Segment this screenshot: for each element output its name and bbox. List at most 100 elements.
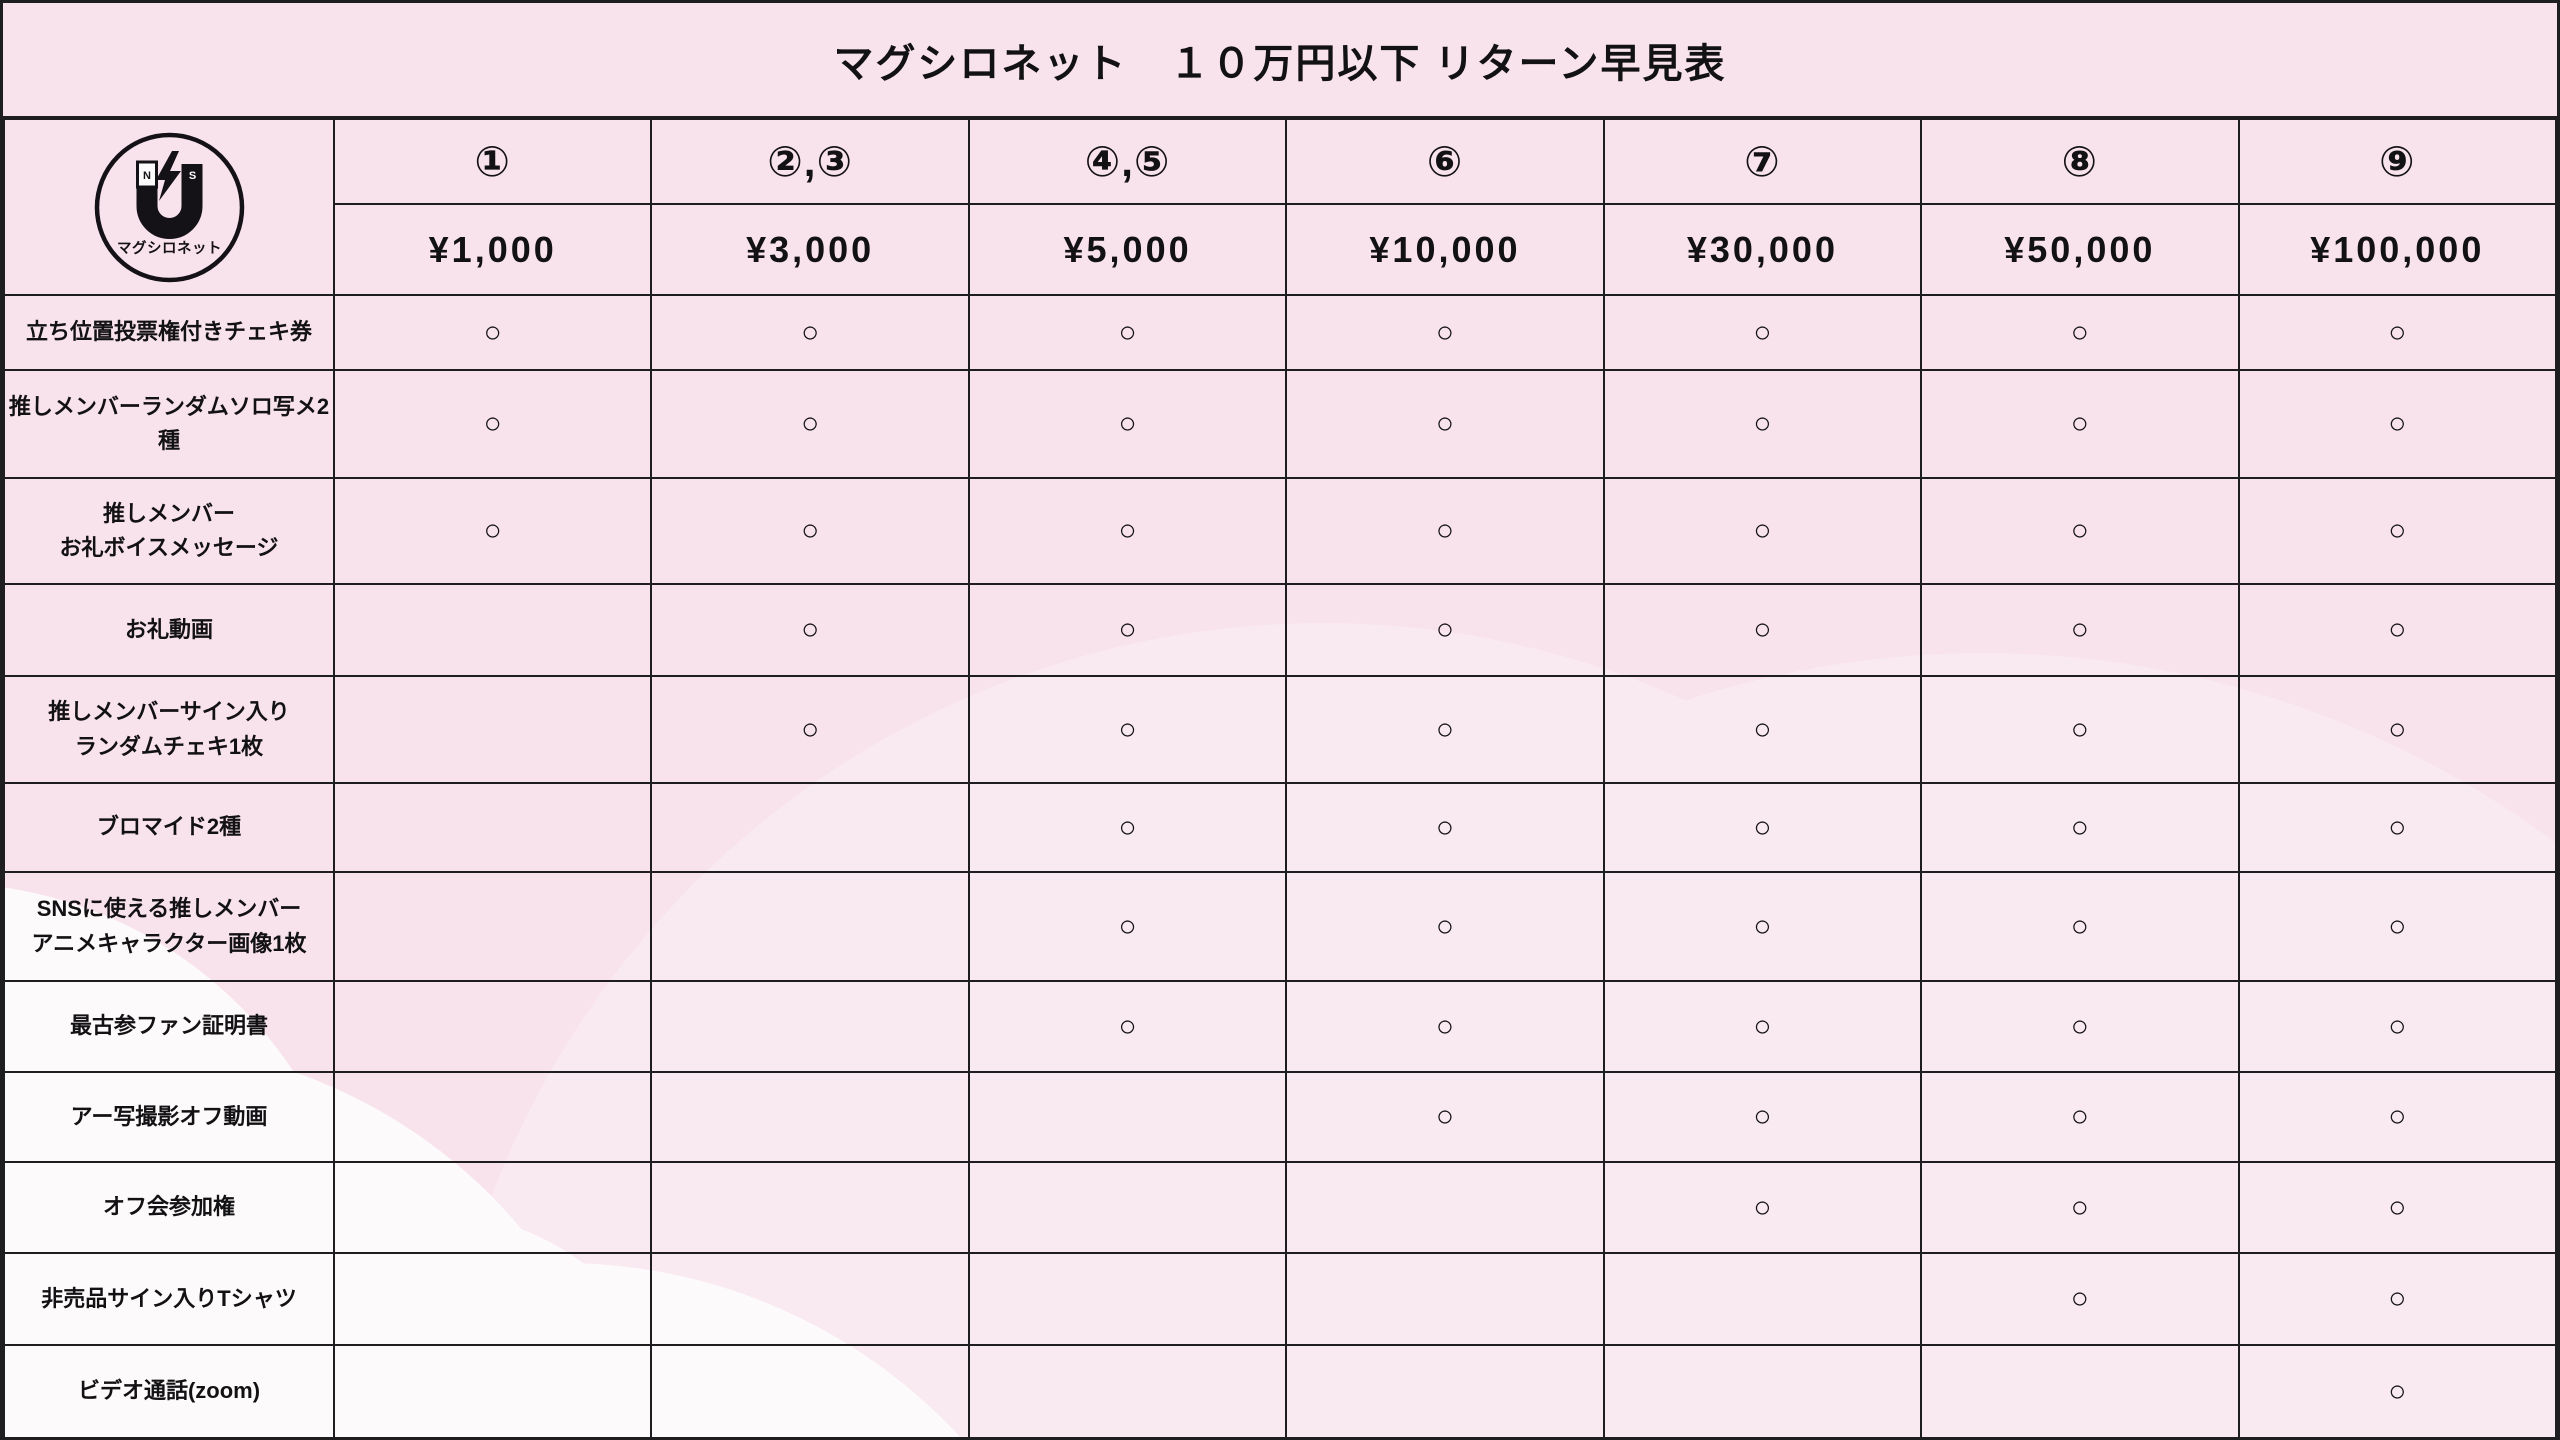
included-mark-cell: ○ (1285, 980, 1605, 1073)
included-mark-cell: ○ (1920, 675, 2240, 784)
empty-cell (967, 1252, 1288, 1346)
magnet-icon: N S マグシロネット (94, 132, 244, 282)
row-label-line: 種 (157, 428, 180, 453)
included-mark-cell: ○ (1920, 477, 2240, 585)
table-row: 最古参ファン証明書 ○ ○ ○ ○ ○ (3, 980, 2557, 1073)
included-mark-cell: ○ (650, 294, 970, 371)
row-label-line: お礼動画 (124, 616, 213, 642)
included-mark-cell: ○ (1920, 583, 2240, 677)
included-mark: ○ (1753, 1009, 1772, 1043)
included-mark: ○ (1118, 712, 1137, 746)
included-mark-cell: ○ (1602, 871, 1923, 982)
included-mark: ○ (801, 315, 820, 349)
included-mark: ○ (2388, 712, 2407, 746)
tier-number-cell: ⑨ (2237, 118, 2557, 205)
included-mark-cell: ○ (2237, 782, 2557, 873)
included-mark-cell: ○ (1602, 477, 1923, 585)
table-row: オフ会参加権 ○ ○ ○ (3, 1161, 2557, 1254)
included-mark-cell: ○ (1602, 1071, 1923, 1163)
included-mark-cell: ○ (332, 369, 653, 479)
included-mark-cell: ○ (967, 675, 1288, 784)
row-label-line: 立ち位置投票権付きチェキ券 (25, 319, 312, 345)
included-mark: ○ (2388, 315, 2407, 349)
included-mark: ○ (483, 407, 502, 440)
tier-number-cell: ① (332, 118, 653, 205)
empty-cell (650, 1071, 970, 1163)
row-label-cell: 最古参ファン証明書 (3, 980, 335, 1073)
included-mark-cell: ○ (650, 583, 970, 677)
table-area: N S マグシロネット ① ②,③ ④,⑤ ⑥ ⑦ ⑧ ⑨ ¥1,000 ¥3,000 ¥5,00… (3, 118, 2557, 1437)
empty-cell (650, 1344, 970, 1437)
included-mark-cell: ○ (1285, 369, 1605, 479)
row-label-cell: SNSに使える推しメンバー アニメキャラクター画像1枚 (3, 871, 335, 982)
row-label-cell: 推しメンバーサイン入り ランダムチェキ1枚 (3, 675, 335, 784)
included-mark: ○ (2070, 315, 2089, 349)
row-label-line: 推しメンバーランダムソロ写メ2 (8, 393, 330, 419)
included-mark-cell: ○ (2237, 675, 2557, 784)
row-label-line: 非売品サイン入りTシャツ (41, 1285, 297, 1311)
row-label-cell: アー写撮影オフ動画 (3, 1071, 335, 1163)
included-mark: ○ (2070, 712, 2089, 746)
included-mark: ○ (1435, 1009, 1455, 1043)
tier-number-cell: ⑧ (1920, 118, 2240, 205)
included-mark: ○ (801, 613, 820, 646)
empty-cell (332, 1252, 653, 1346)
included-mark: ○ (2070, 909, 2089, 943)
reward-table: N S マグシロネット ① ②,③ ④,⑤ ⑥ ⑦ ⑧ ⑨ ¥1,000 ¥3,000 ¥5,00… (3, 118, 2557, 1437)
empty-cell (650, 980, 970, 1073)
brand-logo: N S マグシロネット (6, 130, 332, 285)
page-title: マグシロネット １０万円以下 リターン早見表 (833, 41, 1727, 86)
included-mark-cell: ○ (2237, 1161, 2557, 1254)
row-label-cell: 推しメンバー お礼ボイスメッセージ (3, 477, 335, 585)
included-mark: ○ (1753, 1100, 1772, 1133)
included-mark: ○ (2388, 909, 2407, 943)
included-mark-cell: ○ (650, 675, 970, 784)
title-band: マグシロネット １０万円以下 リターン早見表 (3, 3, 2557, 118)
row-label-line: ブロマイド2種 (96, 814, 242, 840)
included-mark: ○ (1435, 407, 1455, 440)
row-label-line: アー写撮影オフ動画 (70, 1103, 268, 1129)
included-mark-cell: ○ (1602, 1161, 1923, 1254)
row-label-line: 推しメンバーサイン入り (48, 699, 290, 725)
included-mark: ○ (1435, 712, 1455, 746)
included-mark: ○ (2388, 514, 2407, 547)
tier-price-cell: ¥10,000 (1285, 203, 1605, 296)
table-row: 推しメンバーサイン入り ランダムチェキ1枚 ○ ○ ○ ○ ○ ○ (3, 675, 2557, 784)
included-mark: ○ (801, 514, 820, 547)
row-label-line: ビデオ通話(zoom) (77, 1378, 261, 1404)
included-mark: ○ (483, 315, 502, 349)
included-mark-cell: ○ (2237, 1071, 2557, 1163)
included-mark: ○ (1435, 613, 1455, 646)
tier-price-cell: ¥3,000 (650, 203, 970, 296)
tier-price-cell: ¥50,000 (1920, 203, 2240, 296)
included-mark: ○ (2388, 1374, 2407, 1408)
included-mark-cell: ○ (1920, 1071, 2240, 1163)
included-mark-cell: ○ (1285, 583, 1605, 677)
included-mark: ○ (2070, 1009, 2089, 1043)
tier-price-cell: ¥1,000 (332, 203, 653, 296)
empty-cell (1920, 1344, 2240, 1437)
table-row: アー写撮影オフ動画 ○ ○ ○ ○ (3, 1071, 2557, 1163)
empty-cell (650, 1252, 970, 1346)
included-mark-cell: ○ (1285, 675, 1605, 784)
included-mark-cell: ○ (650, 369, 970, 479)
included-mark-cell: ○ (967, 980, 1288, 1073)
included-mark: ○ (2070, 1190, 2089, 1224)
included-mark-cell: ○ (1920, 782, 2240, 873)
logo-brand-text: マグシロネット (117, 239, 222, 257)
included-mark-cell: ○ (1602, 294, 1923, 371)
table-row: 推しメンバー お礼ボイスメッセージ ○ ○ ○ ○ ○ ○ ○ (3, 477, 2557, 585)
included-mark: ○ (1753, 514, 1772, 547)
included-mark: ○ (1753, 613, 1772, 646)
included-mark-cell: ○ (2237, 1252, 2557, 1346)
included-mark-cell: ○ (2237, 477, 2557, 585)
included-mark-cell: ○ (2237, 294, 2557, 371)
included-mark: ○ (2070, 407, 2089, 440)
included-mark-cell: ○ (2237, 1344, 2557, 1437)
table-row: 推しメンバーランダムソロ写メ2 種 ○ ○ ○ ○ ○ ○ ○ (3, 369, 2557, 479)
included-mark: ○ (2388, 810, 2407, 844)
included-mark-cell: ○ (1285, 294, 1605, 371)
row-label-line: アニメキャラクター画像1枚 (31, 930, 307, 956)
row-label-line: SNSに使える推しメンバー (36, 896, 302, 922)
